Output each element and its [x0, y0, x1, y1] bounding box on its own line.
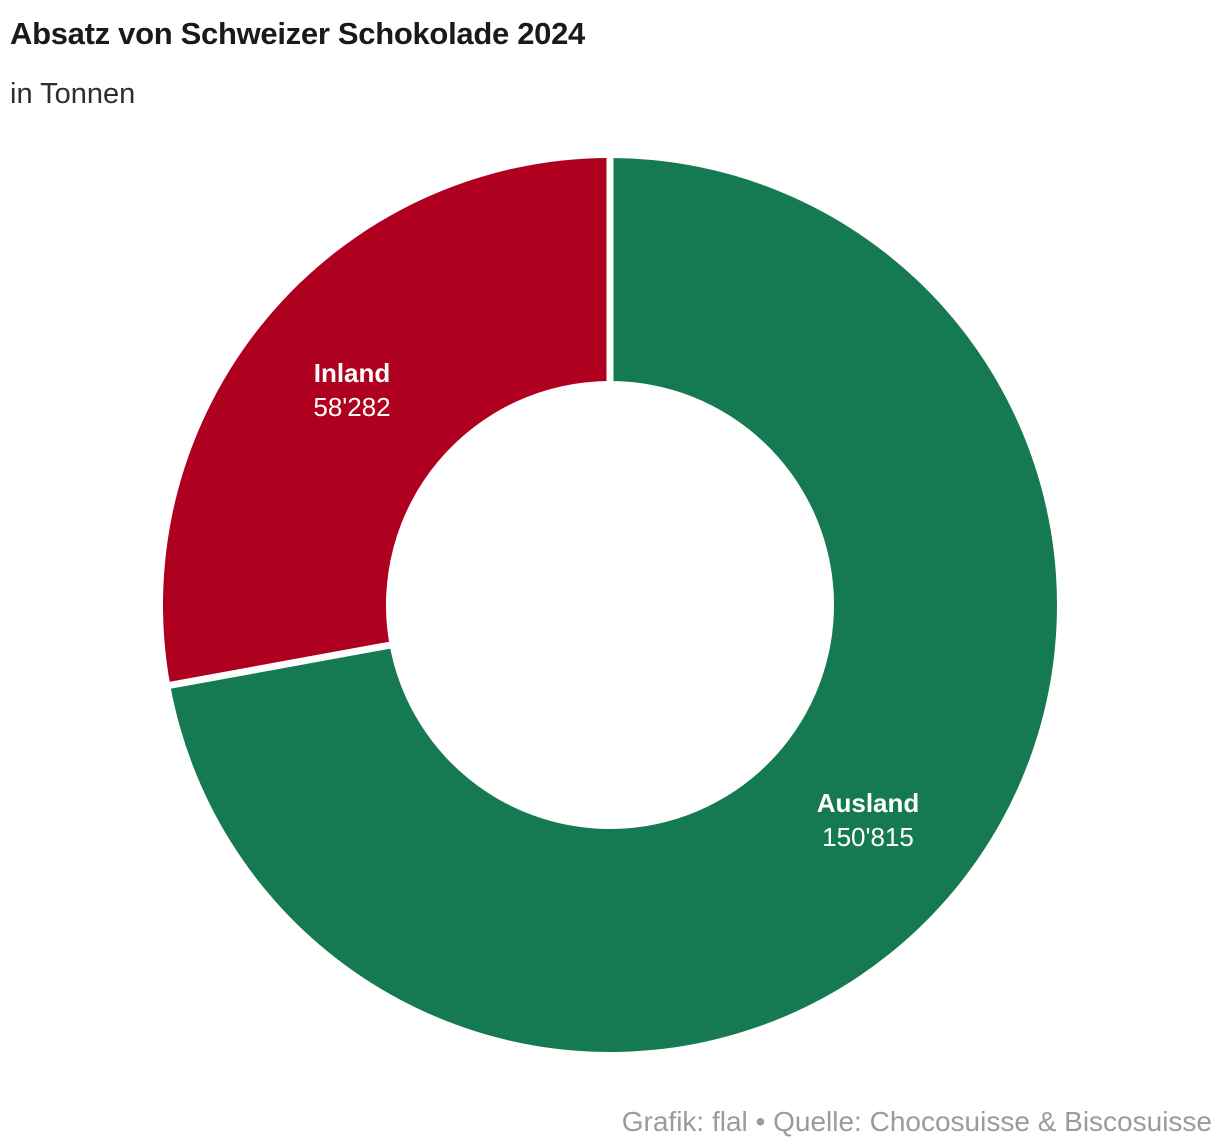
slice-ausland: [170, 158, 1057, 1052]
chart-credit: Grafik: flal • Quelle: Chocosuisse & Bis…: [621, 1106, 1212, 1137]
slice-label-name-inland: Inland: [314, 358, 391, 388]
chart-title: Absatz von Schweizer Schokolade 2024: [10, 16, 585, 51]
slice-label-value-inland: 58'282: [313, 392, 390, 422]
chart-subtitle: in Tonnen: [10, 78, 136, 110]
slice-label-value-ausland: 150'815: [822, 822, 914, 852]
slice-separator: [163, 640, 397, 690]
slice-inland: [162, 158, 611, 686]
slice-label-name-ausland: Ausland: [817, 788, 920, 818]
